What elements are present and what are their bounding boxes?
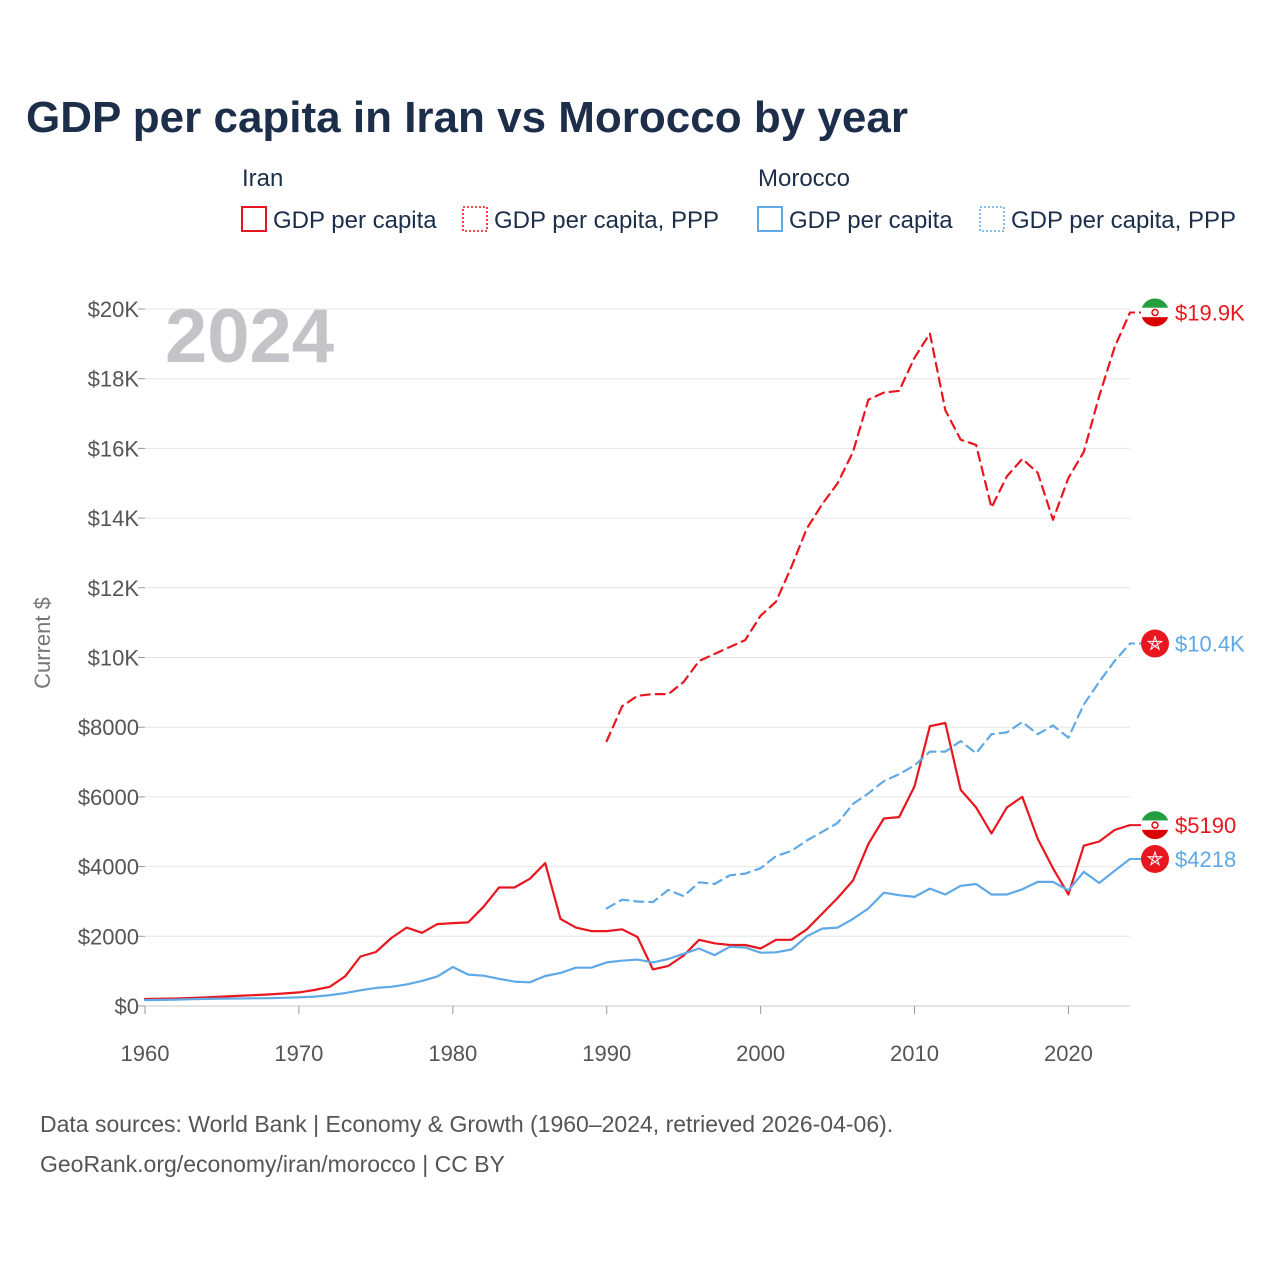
y-tick-label: $14K <box>88 506 140 531</box>
end-label-iran-ppp: $19.9K <box>1130 298 1245 327</box>
y-axis: $0 $2000 $4000 $6000 $8000 $10K $12K $14K $16K $1… <box>78 297 145 1019</box>
y-tick-label: $6000 <box>78 785 139 810</box>
series-line-morocco-gdp <box>143 857 1132 1002</box>
legend-label-morocco-gdp: GDP per capita <box>789 207 953 234</box>
y-tick-label: $20K <box>88 297 140 322</box>
x-tick-label: 2010 <box>890 1041 939 1066</box>
iran-flag-icon <box>1141 811 1169 840</box>
y-tick-label: $16K <box>88 436 140 461</box>
x-tick-label: 1980 <box>428 1041 477 1066</box>
morocco-flag-icon <box>1141 629 1169 658</box>
iran-flag-icon <box>1141 298 1169 327</box>
y-tick-label: $10K <box>88 646 140 671</box>
footer-credit: GeoRank.org/economy/iran/morocco | CC BY <box>40 1151 505 1177</box>
x-tick-label: 2020 <box>1044 1041 1093 1066</box>
series-line-morocco-ppp <box>605 642 1132 910</box>
y-tick-label: $4000 <box>78 855 139 880</box>
legend-label-morocco-ppp: GDP per capita, PPP <box>1011 207 1236 234</box>
y-tick-label: $12K <box>88 576 140 601</box>
legend-group-title-iran: Iran <box>242 165 283 192</box>
legend-group-title-morocco: Morocco <box>758 165 850 192</box>
series-layer <box>143 311 1132 1002</box>
legend-swatch-morocco-gdp <box>757 206 783 232</box>
end-labels: $5190 $19.9K $4218 $10.4K <box>1130 298 1245 874</box>
end-value-label: $4218 <box>1175 847 1236 872</box>
end-label-morocco-gdp: $4218 <box>1130 845 1236 874</box>
end-label-iran-gdp: $5190 <box>1130 811 1236 840</box>
legend: Iran Morocco GDP per capita GDP per capi… <box>241 165 1236 234</box>
x-tick-label: 1960 <box>121 1041 170 1066</box>
x-tick-label: 2000 <box>736 1041 785 1066</box>
x-tick-label: 1970 <box>274 1041 323 1066</box>
legend-swatch-iran-ppp <box>462 206 488 232</box>
end-value-label: $10.4K <box>1175 632 1245 657</box>
end-label-morocco-ppp: $10.4K <box>1130 629 1245 658</box>
y-axis-label: Current $ <box>30 597 55 689</box>
end-value-label: $5190 <box>1175 813 1236 838</box>
legend-label-iran-ppp: GDP per capita, PPP <box>494 207 719 234</box>
chart-title: GDP per capita in Iran vs Morocco by yea… <box>26 93 908 142</box>
y-tick-label: $0 <box>115 994 139 1019</box>
x-tick-label: 1990 <box>582 1041 631 1066</box>
series-line-iran-gdp <box>143 721 1132 1001</box>
end-value-label: $19.9K <box>1175 300 1245 325</box>
legend-swatch-iran-gdp <box>241 206 267 232</box>
year-watermark: 2024 <box>165 294 334 379</box>
y-tick-label: $8000 <box>78 715 139 740</box>
series-line-iran-ppp <box>605 311 1132 743</box>
y-tick-label: $2000 <box>78 924 139 949</box>
grid <box>145 308 1130 1007</box>
legend-swatch-morocco-ppp <box>979 206 1005 232</box>
x-axis: 1960 1970 1980 1990 2000 2010 2020 <box>121 1006 1093 1066</box>
legend-label-iran-gdp: GDP per capita <box>273 207 437 234</box>
morocco-flag-icon <box>1141 845 1169 874</box>
y-tick-label: $18K <box>88 367 140 392</box>
footer-sources: Data sources: World Bank | Economy & Gro… <box>40 1111 893 1137</box>
